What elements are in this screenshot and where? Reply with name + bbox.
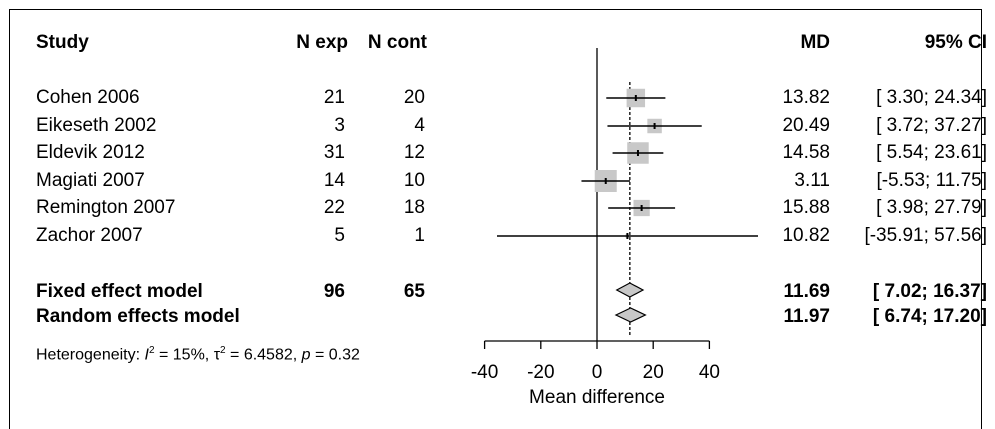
study-ci: [ 3.98; 27.79]	[876, 197, 987, 218]
study-ci: [-35.91; 57.56]	[864, 225, 987, 246]
x-tick-label: 40	[699, 362, 720, 383]
study-md: 14.58	[782, 142, 830, 163]
random-effects-diamond	[614, 307, 647, 323]
study-n-cont: 1	[414, 225, 425, 246]
random-md: 11.97	[783, 306, 831, 327]
x-tick-label: -40	[471, 362, 498, 383]
study-name: Zachor 2007	[36, 225, 143, 246]
header-n-exp: N exp	[296, 32, 348, 53]
fixed-n-exp: 96	[323, 281, 345, 302]
study-ci: [ 5.54; 23.61]	[876, 142, 987, 163]
study-md: 3.11	[794, 170, 830, 191]
header-ci: 95% CI	[924, 32, 987, 53]
random-ci: [ 6.74; 17.20]	[872, 306, 987, 327]
fixed-n-cont: 65	[403, 281, 425, 302]
fixed-effect-diamond	[615, 282, 645, 298]
study-n-cont: 10	[403, 170, 425, 191]
x-tick-label: 0	[592, 362, 603, 383]
study-n-exp: 31	[323, 142, 345, 163]
x-tick-label: 20	[643, 362, 664, 383]
p-value: 0.32	[328, 346, 360, 364]
x-axis-label: Mean difference	[529, 387, 665, 408]
study-n-exp: 14	[323, 170, 345, 191]
study-name: Eikeseth 2002	[36, 115, 157, 136]
study-ci: [ 3.30; 24.34]	[876, 87, 987, 108]
study-md: 13.82	[782, 87, 830, 108]
x-tick-label: -20	[527, 362, 554, 383]
figure-frame	[9, 9, 982, 429]
study-n-cont: 4	[414, 115, 425, 136]
study-n-cont: 12	[403, 142, 425, 163]
tau2-value: 6.4582	[243, 346, 293, 364]
study-name: Remington 2007	[36, 197, 176, 218]
study-ci: [ 3.72; 37.27]	[876, 115, 987, 136]
fixed-ci: [ 7.02; 16.37]	[872, 281, 987, 302]
study-name: Cohen 2006	[36, 87, 140, 108]
study-md: 20.49	[782, 115, 830, 136]
study-n-exp: 3	[334, 115, 345, 136]
study-n-exp: 22	[323, 197, 345, 218]
i2-value: 15%	[172, 346, 205, 364]
study-n-exp: 21	[323, 87, 345, 108]
fixed-effect-label: Fixed effect model	[36, 281, 203, 302]
header-n-cont: N cont	[367, 32, 427, 53]
study-name: Eldevik 2012	[36, 142, 145, 163]
study-n-cont: 18	[403, 197, 425, 218]
study-ci: [-5.53; 11.75]	[876, 170, 987, 191]
header-md: MD	[800, 32, 830, 53]
study-n-cont: 20	[403, 87, 425, 108]
study-n-exp: 5	[334, 225, 345, 246]
random-effects-label: Random effects model	[36, 306, 240, 327]
header-study: Study	[36, 32, 89, 53]
heterogeneity-text: Heterogeneity: I2 = 15%, τ2 = 6.4582, p …	[36, 345, 360, 364]
study-md: 15.88	[782, 197, 830, 218]
study-name: Magiati 2007	[36, 170, 145, 191]
study-md: 10.82	[782, 225, 830, 246]
fixed-md: 11.69	[783, 281, 831, 302]
